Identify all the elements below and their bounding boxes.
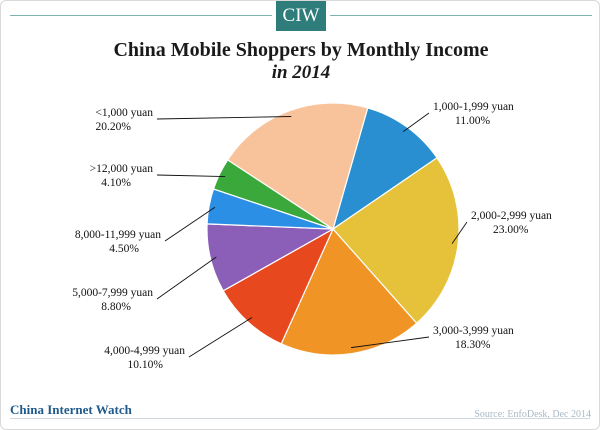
slice-value-label: 23.00% <box>493 224 529 236</box>
leader-line <box>156 116 292 120</box>
leader-line <box>351 336 430 349</box>
header-rule-left <box>10 15 272 16</box>
pie-slice <box>331 107 438 231</box>
leader-line <box>164 206 216 242</box>
leader-line <box>156 174 226 178</box>
slice-label: 2,000-2,999 yuan <box>471 210 552 222</box>
slice-value-label: 4.50% <box>109 243 139 255</box>
leader-line <box>451 221 468 244</box>
slice-label: 1,000-1,999 yuan <box>433 101 514 113</box>
slice-label: 4,000-4,999 yuan <box>104 345 185 357</box>
slice-label: 8,000-11,999 yuan <box>75 229 161 241</box>
slice-label: 5,000-7,999 yuan <box>72 287 153 299</box>
footer-rule <box>10 418 590 419</box>
slice-value-label: 20.20% <box>96 121 132 133</box>
pie-slice <box>222 227 335 345</box>
leader-line <box>402 112 430 133</box>
slice-label: 3,000-3,999 yuan <box>433 325 514 337</box>
chart-subtitle: in 2014 <box>271 62 331 83</box>
chart-title: China Mobile Shoppers by Monthly Income <box>113 39 489 61</box>
slice-label: <1,000 yuan <box>95 107 153 119</box>
pie-slice <box>280 227 418 356</box>
header-rule-right <box>330 15 592 16</box>
slice-value-label: 4.10% <box>101 177 131 189</box>
leader-line <box>156 256 217 300</box>
ciw-badge: CIW <box>276 1 326 31</box>
pie-slice <box>226 102 369 230</box>
pie-slice <box>332 156 460 325</box>
slice-value-label: 11.00% <box>455 115 490 127</box>
footer-brand: China Internet Watch <box>10 402 132 417</box>
footer-source: Source: EnfoDesk, Dec 2014 <box>474 409 591 420</box>
slice-value-label: 18.30% <box>455 339 491 351</box>
slice-value-label: 8.80% <box>101 301 131 313</box>
slice-label: >12,000 yuan <box>90 163 154 175</box>
slice-value-label: 10.10% <box>128 359 164 371</box>
leader-line <box>188 317 253 358</box>
